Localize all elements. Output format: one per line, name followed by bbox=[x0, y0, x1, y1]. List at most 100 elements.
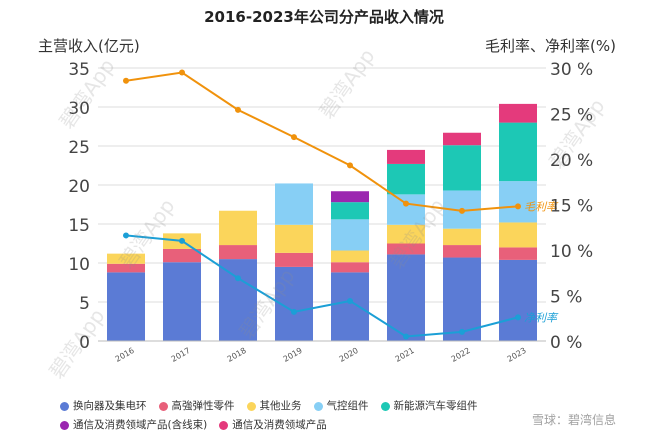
y-tick-label-left: 15 bbox=[68, 216, 90, 236]
line-point bbox=[123, 232, 129, 239]
bar-segment bbox=[387, 254, 425, 341]
y-axis-right-label: 毛利率、净利率(%) bbox=[485, 37, 616, 55]
chart-title: 2016-2023年公司分产品收入情况 bbox=[204, 8, 444, 26]
legend-label: 气控组件 bbox=[326, 400, 369, 412]
bar-segment bbox=[499, 103, 537, 123]
y-axis-left-label: 主营收入(亿元) bbox=[38, 37, 140, 55]
legend-label: 通信及消费领域产品 bbox=[232, 419, 327, 431]
legend-swatch bbox=[380, 402, 390, 411]
bar-segment bbox=[331, 219, 369, 251]
line-end-label: 净利率 bbox=[524, 311, 559, 324]
line-point bbox=[291, 308, 297, 315]
footer-watermark: 雪球：碧湾信息 bbox=[532, 412, 616, 427]
y-tick-label-right: 10 % bbox=[550, 242, 593, 262]
bar-segment bbox=[387, 194, 425, 225]
bar-segment bbox=[499, 259, 537, 341]
legend-label: 新能源汽车零组件 bbox=[393, 400, 478, 412]
line-point bbox=[347, 162, 353, 169]
bar-segment bbox=[107, 272, 145, 341]
line-point bbox=[515, 203, 521, 210]
bar-segment bbox=[331, 272, 369, 341]
x-tick-label: 2020 bbox=[338, 346, 360, 364]
y-tick-label-right: 0 % bbox=[550, 333, 582, 353]
bar-segment bbox=[499, 222, 537, 248]
bar-segment bbox=[275, 224, 313, 253]
bars bbox=[107, 103, 537, 341]
legend-swatch bbox=[158, 402, 168, 411]
legend-label: 换向器及集电环 bbox=[73, 400, 147, 412]
legend-item: 气控组件 bbox=[313, 398, 369, 415]
y-tick-label-right: 30 % bbox=[550, 60, 593, 80]
line-point bbox=[459, 207, 465, 214]
bar-segment bbox=[443, 145, 481, 191]
bar-segment bbox=[107, 263, 145, 273]
legend-swatch bbox=[246, 402, 256, 411]
line-series bbox=[125, 71, 519, 212]
legend-swatch bbox=[219, 421, 229, 430]
bar-segment bbox=[163, 248, 201, 263]
line-point bbox=[123, 77, 129, 84]
bar-segment bbox=[219, 210, 257, 246]
line-point bbox=[403, 200, 409, 207]
bar-segment bbox=[331, 202, 369, 220]
y-tick-label-right: 5 % bbox=[550, 288, 582, 308]
line-point bbox=[515, 314, 521, 321]
axes: 0 5 10 15 20 25 30 35 0 % 5 % 10 % 15 % 20 % 25 % 30 %… bbox=[68, 60, 593, 364]
legend-label: 通信及消费领域产品(含线束) bbox=[73, 419, 208, 431]
x-tick-label: 2016 bbox=[114, 346, 136, 364]
legend: 换向器及集电环 高強弹性零件 其他业务 气控组件 新能源汽车零组件通信及消费领域产品(含… bbox=[60, 398, 620, 436]
legend-item: 换向器及集电环 bbox=[60, 398, 147, 415]
line-point bbox=[235, 106, 241, 113]
bar-segment bbox=[387, 163, 425, 195]
y-tick-label-right: 25 % bbox=[550, 106, 593, 126]
y-tick-label-right: 15 % bbox=[550, 197, 593, 217]
line-series bbox=[125, 234, 519, 338]
y-tick-label-left: 10 bbox=[68, 255, 90, 275]
y-tick-label-left: 5 bbox=[79, 294, 90, 314]
watermark-text: 碧湾App bbox=[314, 44, 379, 123]
legend-label: 高強弹性零件 bbox=[171, 400, 235, 412]
line-point bbox=[291, 134, 297, 141]
bar-segment bbox=[107, 253, 145, 264]
bar-segment bbox=[499, 247, 537, 260]
x-tick-label: 2018 bbox=[226, 346, 248, 364]
x-tick-label: 2021 bbox=[394, 346, 416, 364]
bar-segment bbox=[219, 259, 257, 341]
legend-swatch bbox=[313, 402, 323, 411]
legend-label: 其他业务 bbox=[259, 400, 302, 412]
y-tick-label-left: 20 bbox=[68, 177, 90, 197]
bar-segment bbox=[499, 181, 537, 223]
bar-segment bbox=[387, 243, 425, 255]
bar-segment bbox=[387, 149, 425, 164]
x-tick-label: 2017 bbox=[170, 346, 192, 364]
y-tick-label-left: 0 bbox=[79, 333, 90, 353]
line-point bbox=[179, 69, 185, 76]
bar-segment bbox=[443, 257, 481, 341]
bar-segment bbox=[499, 122, 537, 182]
bar-segment bbox=[443, 228, 481, 246]
legend-item: 新能源汽车零组件 bbox=[380, 398, 478, 415]
y-tick-label-left: 30 bbox=[68, 99, 90, 119]
line-end-label: 毛利率 bbox=[524, 200, 559, 213]
legend-swatch bbox=[60, 402, 69, 411]
bar-segment bbox=[275, 183, 313, 225]
bar-segment bbox=[331, 191, 369, 203]
bar-segment bbox=[443, 245, 481, 258]
y-tick-label-left: 25 bbox=[68, 138, 90, 158]
line-point bbox=[179, 237, 185, 244]
bar-segment bbox=[443, 132, 481, 146]
y-tick-label-right: 20 % bbox=[550, 151, 593, 171]
watermark-text: 碧湾App bbox=[44, 304, 109, 383]
x-tick-label: 2023 bbox=[506, 346, 528, 364]
line-point bbox=[459, 328, 465, 335]
line-point bbox=[347, 297, 353, 304]
bar-segment bbox=[387, 224, 425, 244]
x-tick-label: 2022 bbox=[450, 346, 472, 364]
legend-item: 通信及消费领域产品(含线束) bbox=[60, 417, 207, 434]
legend-swatch bbox=[60, 421, 69, 430]
x-tick-label: 2019 bbox=[282, 346, 304, 364]
y-tick-label-left: 35 bbox=[68, 60, 90, 80]
